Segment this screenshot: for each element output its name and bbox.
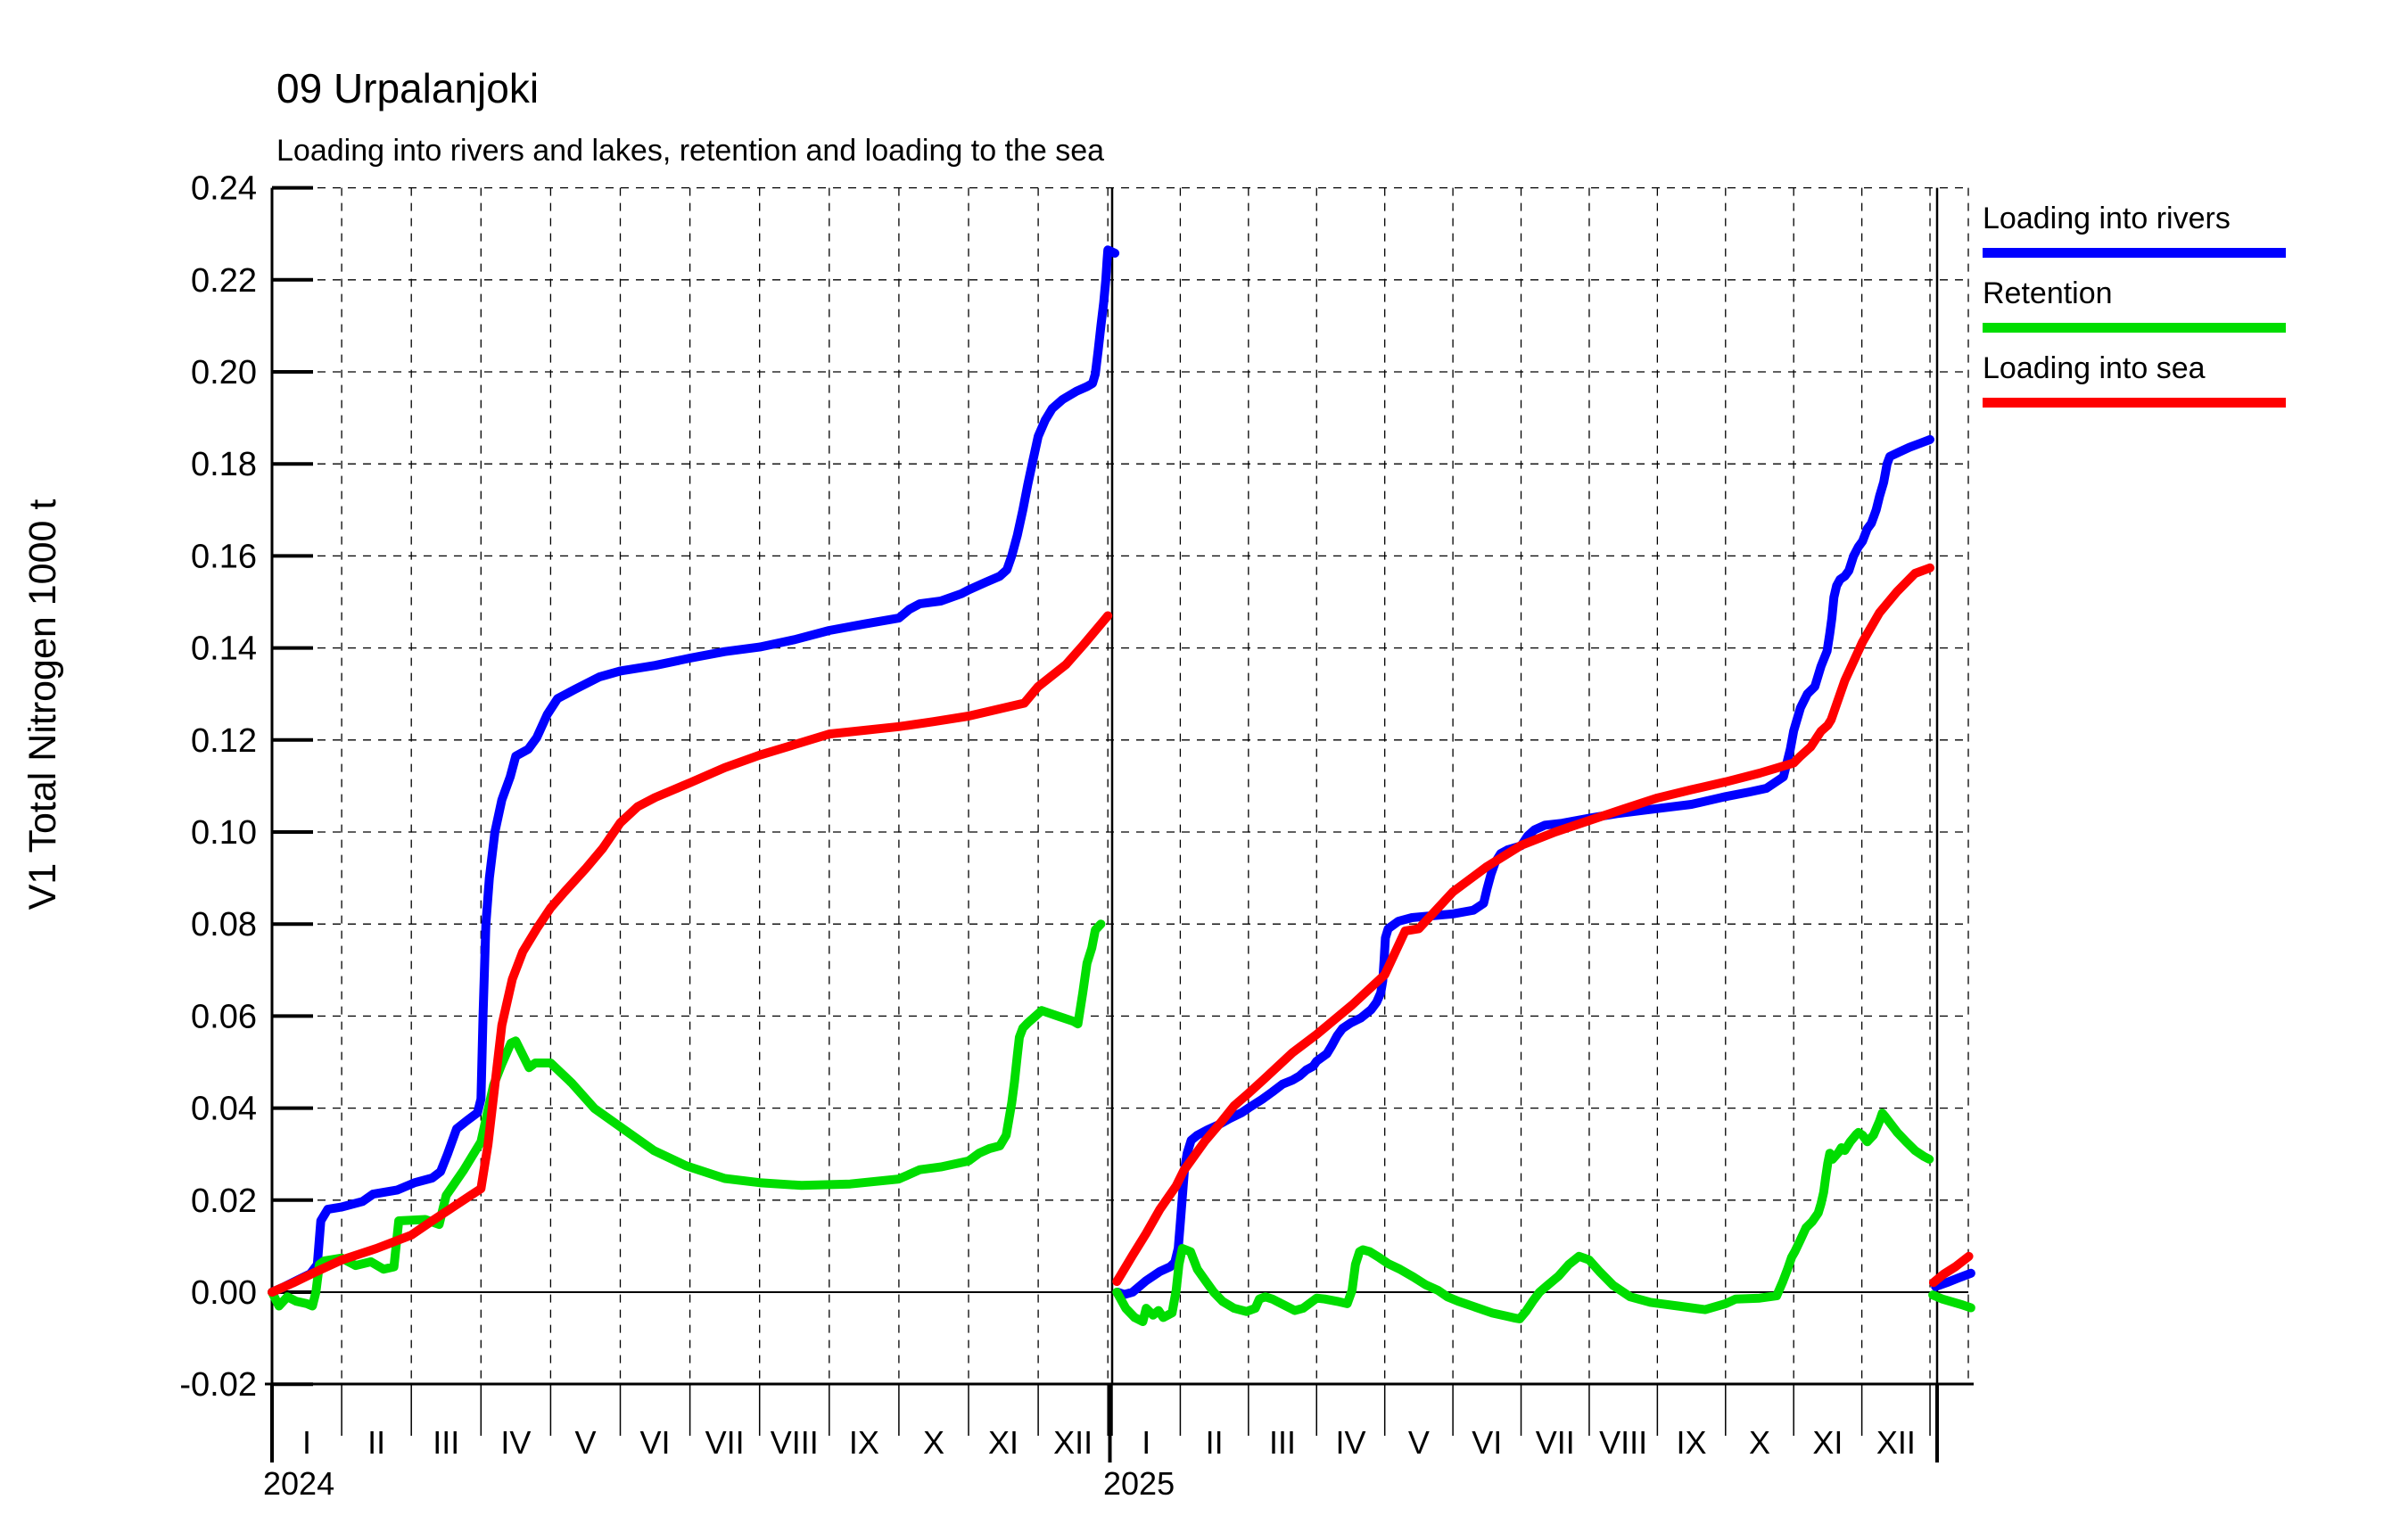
month-label: I	[302, 1424, 311, 1461]
month-label: XII	[1876, 1424, 1916, 1461]
month-label: IX	[1677, 1424, 1707, 1461]
month-label: VIII	[771, 1424, 819, 1461]
month-label: VIII	[1599, 1424, 1647, 1461]
year-label: 2025	[1103, 1465, 1175, 1502]
month-label: VI	[640, 1424, 671, 1461]
series-line-retention	[268, 919, 1106, 1311]
y-tick-label: -0.02	[179, 1366, 257, 1404]
series-line-retention	[1112, 1108, 1934, 1326]
y-tick-label: 0.08	[191, 906, 257, 943]
month-label: IX	[849, 1424, 879, 1461]
month-label: II	[367, 1424, 385, 1461]
y-tick-label: 0.10	[191, 814, 257, 852]
month-label: XII	[1053, 1424, 1093, 1461]
month-label: V	[1408, 1424, 1430, 1461]
y-tick-label: 0.04	[191, 1091, 257, 1128]
y-tick-label: 0.16	[191, 538, 257, 575]
legend-item-loading-into-sea: Loading into sea	[1983, 351, 2357, 408]
month-label: I	[1142, 1424, 1150, 1461]
series-line-loading-into-sea	[268, 611, 1113, 1297]
month-label: III	[433, 1424, 459, 1461]
month-label: IV	[500, 1424, 531, 1461]
y-tick-label: 0.14	[191, 630, 257, 668]
legend-line-blue-swatch	[1983, 248, 2286, 258]
legend-line-green-swatch	[1983, 323, 2286, 333]
series-line-loading-into-rivers	[1113, 434, 1934, 1299]
y-tick-label: 0.22	[191, 262, 257, 300]
legend-label: Retention	[1983, 276, 2113, 310]
month-label: VII	[1536, 1424, 1575, 1461]
series-line-retention	[1928, 1290, 1975, 1313]
legend-label: Loading into sea	[1983, 351, 2206, 385]
legend: Loading into rivers Retention Loading in…	[1983, 202, 2357, 426]
month-label: X	[923, 1424, 944, 1461]
month-label: V	[574, 1424, 596, 1461]
month-label: XI	[1812, 1424, 1843, 1461]
series-line-loading-into-sea	[1928, 1251, 1974, 1288]
series-line-loading-into-sea	[1112, 563, 1934, 1287]
y-tick-label: 0.20	[191, 354, 257, 391]
y-tick-label: 0.24	[191, 170, 257, 208]
month-label: VII	[705, 1424, 745, 1461]
series-line-loading-into-rivers	[1931, 1268, 1975, 1291]
y-tick-label: 0.02	[191, 1182, 257, 1220]
y-axis-label: V1 Total Nitrogen 1000 t	[21, 499, 64, 910]
chart-title: 09 Urpalanjoki	[276, 65, 540, 111]
year-label: 2024	[263, 1465, 334, 1502]
y-tick-label: 0.06	[191, 998, 257, 1035]
legend-item-retention: Retention	[1983, 276, 2357, 333]
legend-line-red-swatch	[1983, 398, 2286, 408]
chart-subtitle: Loading into rivers and lakes, retention…	[276, 134, 1105, 168]
series-line-loading-into-rivers	[268, 245, 1120, 1297]
month-label: III	[1269, 1424, 1296, 1461]
y-tick-label: 0.18	[191, 446, 257, 483]
month-label: X	[1749, 1424, 1770, 1461]
month-label: IV	[1335, 1424, 1365, 1461]
month-label: XI	[988, 1424, 1018, 1461]
legend-item-loading-into-rivers: Loading into rivers	[1983, 202, 2357, 258]
month-label: II	[1206, 1424, 1224, 1461]
y-tick-label: 0.00	[191, 1274, 257, 1312]
month-label: VI	[1472, 1424, 1502, 1461]
legend-label: Loading into rivers	[1983, 202, 2231, 235]
y-tick-label: 0.12	[191, 722, 257, 760]
